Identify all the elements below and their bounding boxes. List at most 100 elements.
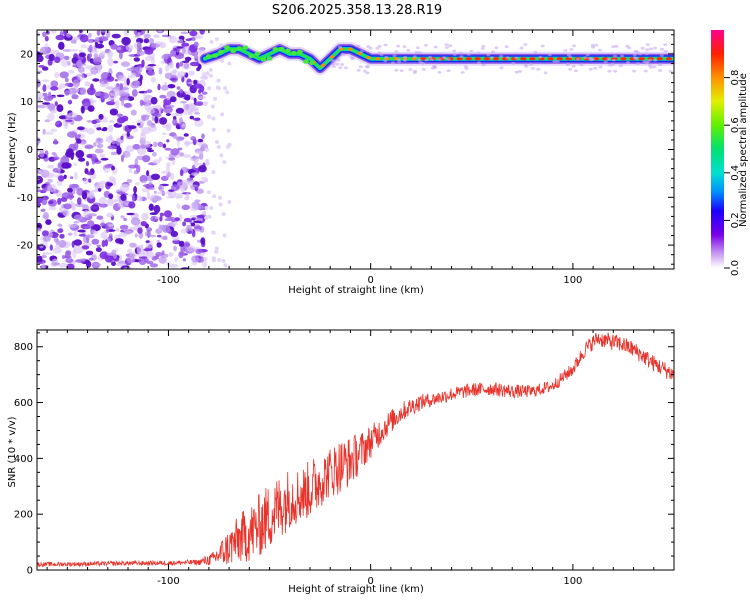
ridge-peak bbox=[638, 57, 645, 61]
noise-blob bbox=[41, 195, 49, 201]
noise-blob bbox=[136, 164, 141, 173]
noise-blob bbox=[128, 164, 138, 169]
ridge-noise bbox=[658, 69, 663, 72]
ridge-noise bbox=[397, 60, 402, 64]
ridge-noise bbox=[607, 69, 612, 73]
ridge-noise bbox=[446, 57, 451, 61]
noise-blob bbox=[67, 187, 73, 193]
ridge-noise bbox=[476, 51, 481, 55]
ridge-noise bbox=[635, 62, 640, 66]
ridge-noise bbox=[466, 53, 471, 56]
noise-blob bbox=[146, 94, 151, 99]
noise-blob bbox=[171, 218, 176, 223]
noise-blob bbox=[194, 150, 204, 155]
noise-blob bbox=[192, 157, 199, 163]
noise-blob bbox=[149, 37, 154, 45]
spectrogram-y-tick-label: 20 bbox=[20, 49, 33, 60]
ridge-noise bbox=[543, 71, 548, 75]
noise-blob-faint bbox=[204, 205, 209, 210]
noise-blob bbox=[50, 49, 60, 55]
noise-blob bbox=[161, 250, 165, 256]
ridge-noise bbox=[591, 45, 595, 49]
noise-blob bbox=[193, 51, 199, 60]
noise-blob bbox=[62, 210, 68, 216]
noise-blob bbox=[189, 104, 197, 112]
noise-blob-faint bbox=[222, 233, 227, 238]
noise-blob bbox=[120, 61, 131, 67]
noise-blob-faint bbox=[209, 39, 214, 44]
noise-blob bbox=[146, 120, 153, 127]
noise-blob bbox=[162, 224, 166, 232]
noise-blob bbox=[159, 117, 168, 125]
noise-blob bbox=[133, 57, 140, 62]
ridge-noise bbox=[603, 60, 608, 64]
noise-blob bbox=[121, 154, 124, 163]
noise-blob bbox=[165, 64, 170, 72]
ridge-noise bbox=[576, 57, 580, 61]
ridge-noise bbox=[590, 43, 595, 47]
noise-blob bbox=[86, 171, 93, 176]
snr-series-line bbox=[37, 332, 674, 568]
noise-blob bbox=[76, 138, 82, 144]
noise-blob bbox=[175, 74, 183, 79]
noise-blob bbox=[93, 53, 99, 60]
noise-blob bbox=[169, 78, 177, 81]
noise-blob bbox=[133, 80, 140, 86]
noise-blob bbox=[95, 247, 102, 253]
noise-blob bbox=[111, 261, 116, 267]
noise-blob bbox=[92, 78, 100, 82]
noise-blob bbox=[160, 170, 170, 174]
noise-blob bbox=[150, 96, 158, 105]
noise-blob bbox=[52, 247, 62, 254]
noise-blob bbox=[73, 214, 83, 221]
ridge-noise bbox=[634, 57, 639, 60]
ridge-noise bbox=[394, 50, 399, 53]
noise-blob bbox=[158, 30, 162, 33]
ridge-noise bbox=[613, 69, 618, 73]
noise-blob bbox=[145, 141, 152, 147]
ridge-noise bbox=[356, 44, 361, 48]
ridge-noise bbox=[573, 69, 578, 73]
noise-blob bbox=[194, 228, 201, 233]
noise-blob bbox=[39, 150, 45, 158]
colorbar-tick-label: 0.4 bbox=[730, 165, 741, 181]
noise-blob bbox=[104, 239, 109, 247]
ridge-blob bbox=[266, 56, 273, 61]
noise-blob bbox=[121, 115, 129, 122]
ridge-noise bbox=[632, 53, 637, 57]
noise-blob bbox=[47, 164, 55, 169]
noise-blob bbox=[130, 109, 137, 116]
noise-blob bbox=[184, 90, 191, 95]
noise-blob-faint bbox=[226, 128, 231, 133]
snr-y-tick-label: 0 bbox=[27, 566, 33, 577]
noise-blob bbox=[178, 240, 185, 247]
ridge-peak bbox=[320, 63, 326, 67]
ridge-noise bbox=[377, 44, 382, 48]
noise-blob bbox=[42, 66, 49, 71]
noise-blob bbox=[99, 50, 106, 57]
ridge-noise bbox=[618, 64, 623, 68]
ridge-peak bbox=[520, 57, 527, 61]
noise-blob bbox=[58, 41, 65, 50]
noise-blob bbox=[199, 30, 205, 35]
noise-blob-faint bbox=[211, 170, 216, 175]
spectrogram-x-tick-label: 0 bbox=[367, 275, 373, 286]
noise-blob bbox=[114, 234, 121, 240]
noise-blob bbox=[86, 120, 93, 123]
ridge-noise bbox=[626, 61, 630, 64]
noise-blob bbox=[153, 34, 160, 39]
snr-x-tick-label: 0 bbox=[367, 576, 373, 587]
noise-blob bbox=[41, 230, 49, 237]
noise-blob bbox=[86, 45, 96, 52]
noise-blob bbox=[80, 105, 85, 114]
noise-blob bbox=[116, 193, 121, 201]
noise-blob bbox=[40, 208, 46, 212]
ridge-noise bbox=[330, 59, 334, 62]
ridge-noise bbox=[648, 58, 653, 62]
noise-blob bbox=[184, 196, 189, 201]
noise-blob bbox=[115, 262, 126, 267]
noise-blob bbox=[122, 184, 130, 187]
noise-blob bbox=[71, 203, 76, 211]
ridge-noise bbox=[597, 48, 602, 52]
ridge-noise bbox=[528, 63, 533, 66]
